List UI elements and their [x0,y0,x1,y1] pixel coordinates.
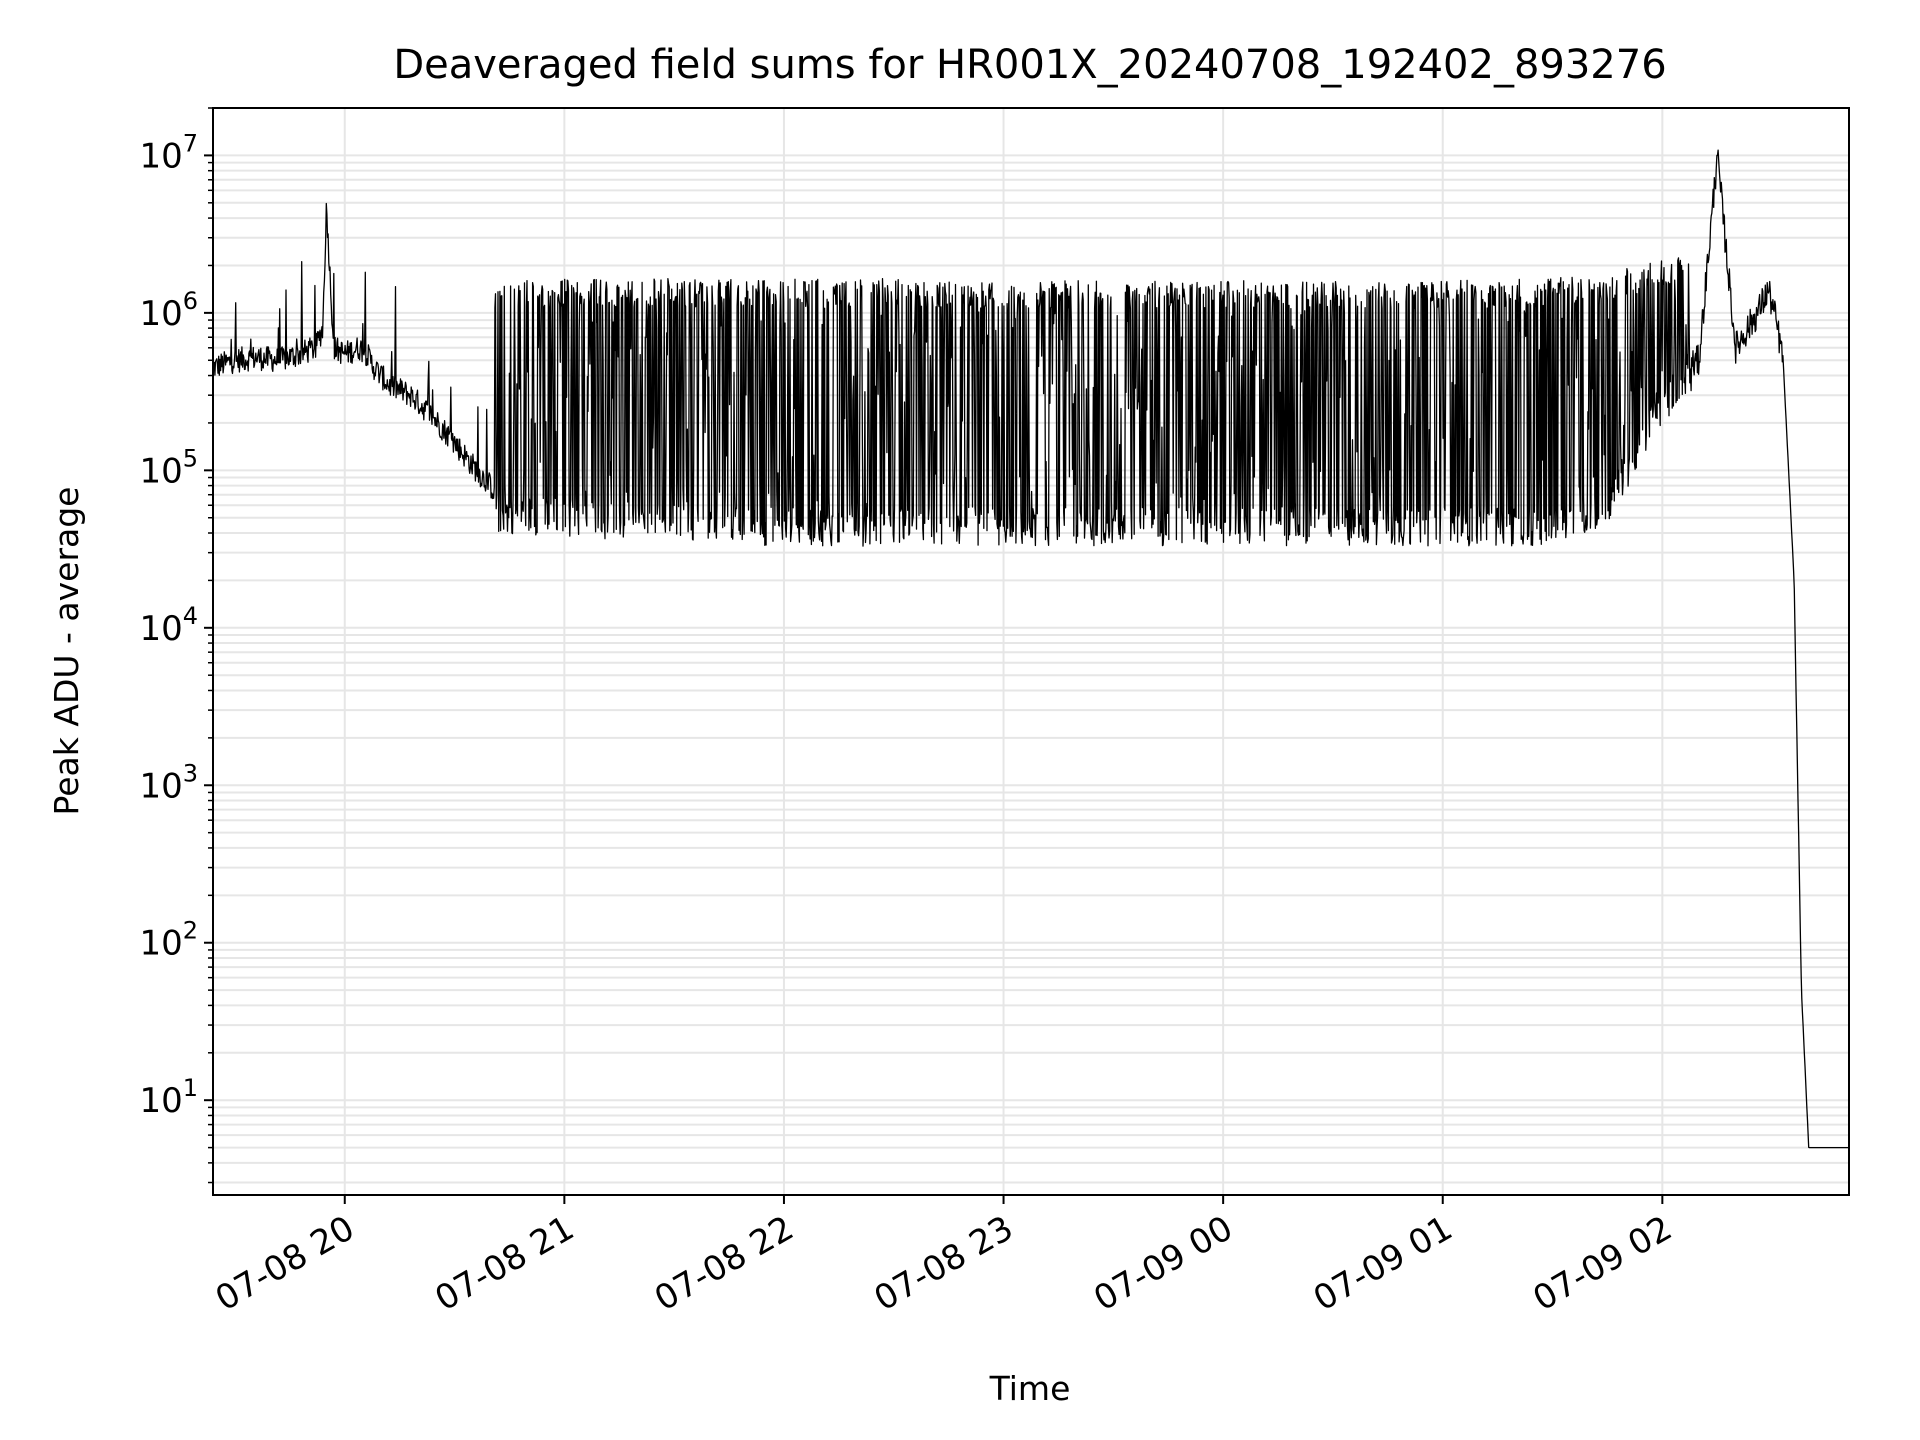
x-tick-label: 07-08 23 [868,1208,1020,1319]
grid [213,107,1849,1195]
x-tick-label: 07-08 20 [209,1208,361,1319]
y-tick-label: 104 [139,602,198,649]
y-axis-label: Peak ADU - average [47,487,86,816]
x-axis-label: Time [989,1369,1071,1408]
y-tick-label: 105 [139,444,198,491]
y-tick-label: 103 [139,759,198,806]
x-tick-label: 07-09 01 [1307,1208,1459,1319]
x-tick-label: 07-09 00 [1087,1208,1239,1319]
x-axis: 07-08 20 07-08 21 07-08 22 07-08 23 07-09 00… [209,1195,1679,1319]
plot-data [212,149,1850,1149]
y-tick-label: 106 [139,287,198,334]
series-line [212,149,1850,1149]
x-tick-label: 07-08 22 [648,1208,800,1319]
chart-title: Deaveraged field sums for HR001X_2024070… [393,42,1666,88]
x-tick-label: 07-08 21 [428,1208,580,1319]
y-tick-label: 101 [139,1074,198,1121]
x-tick-label: 07-09 02 [1526,1208,1678,1319]
y-tick-label: 102 [139,917,198,964]
y-tick-label: 107 [139,129,198,176]
y-axis: 101 102 103 104 105 106 107 [139,107,213,1184]
